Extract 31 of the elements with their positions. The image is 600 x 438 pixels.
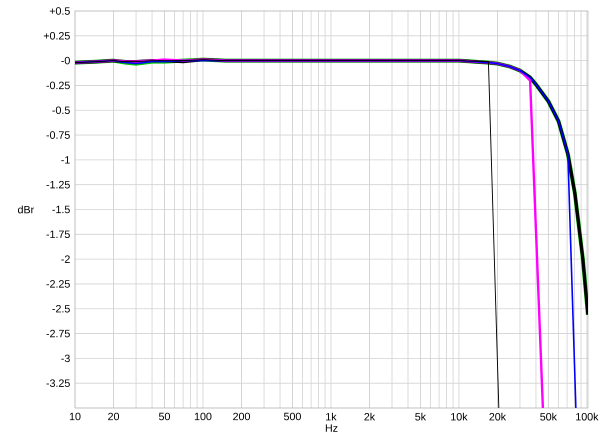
x-tick-label: 100 xyxy=(194,412,212,420)
y-tick-label: -0 xyxy=(61,56,70,64)
y-tick-label: -2.75 xyxy=(46,330,70,338)
y-tick-label: -1.75 xyxy=(46,230,70,238)
y-tick-label: -1 xyxy=(61,156,70,164)
y-axis-title: dBr xyxy=(18,206,34,214)
x-tick-label: 1k xyxy=(326,412,337,420)
x-tick-label: 10 xyxy=(70,412,81,420)
y-tick-label: -0.5 xyxy=(52,106,70,114)
y-tick-label: -1.5 xyxy=(52,206,70,214)
y-tick-label: -2.5 xyxy=(52,304,70,313)
x-tick-label: 500 xyxy=(284,412,301,420)
y-tick-label: -1.25 xyxy=(46,180,70,188)
x-tick-label: 200 xyxy=(233,412,250,420)
y-tick-label: -0.25 xyxy=(46,82,70,90)
x-tick-label: 100k xyxy=(576,412,598,421)
y-tick-label: -2 xyxy=(61,255,70,263)
x-tick-label: 50 xyxy=(158,412,170,420)
x-tick-label: 20k xyxy=(489,412,506,421)
x-tick-label: 2k xyxy=(364,412,376,420)
x-tick-label: 20 xyxy=(108,412,120,420)
x-tick-label: 10k xyxy=(451,412,468,421)
y-tick-label: -3.25 xyxy=(46,379,70,387)
y-tick-label: +0.25 xyxy=(44,32,70,40)
y-tick-label: -3 xyxy=(61,354,70,362)
y-tick-label: -0.75 xyxy=(46,131,70,139)
x-tick-label: 50k xyxy=(540,412,557,421)
x-tick-label: 5k xyxy=(415,412,426,421)
x-axis-title: Hz xyxy=(326,424,338,432)
y-tick-label: +0.5 xyxy=(50,7,70,15)
y-tick-label: -2.25 xyxy=(46,280,70,288)
